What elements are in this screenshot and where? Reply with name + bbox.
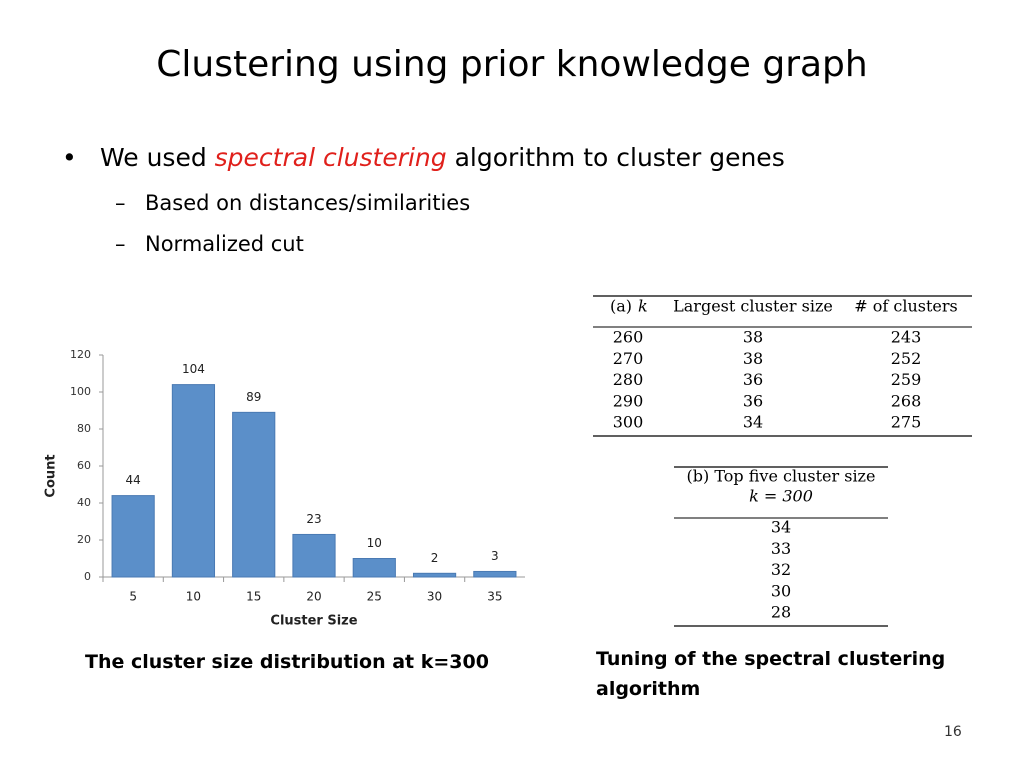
table-cell: 275 (891, 413, 922, 432)
chart-caption: The cluster size distribution at k=300 (85, 651, 489, 673)
x-tick-label: 25 (367, 590, 382, 604)
table-cell: 32 (771, 560, 791, 579)
sub-bullet: Based on distances/similarities (145, 191, 471, 215)
slide-title: Clustering using prior knowledge graph (156, 44, 868, 85)
table-cell: 268 (891, 391, 922, 410)
sub-bullet-dash: – (115, 232, 126, 256)
x-tick-label: 10 (186, 590, 201, 604)
table-header: (a) (610, 297, 632, 316)
table-cell: 259 (891, 370, 922, 389)
table-cell: 243 (891, 328, 922, 347)
y-axis-label: Count (44, 454, 59, 497)
y-tick-label: 60 (77, 459, 91, 472)
x-axis-label: Cluster Size (270, 614, 357, 629)
table-cell: 36 (743, 391, 763, 410)
table-cell: 260 (613, 328, 644, 347)
table-caption: Tuning of the spectral clustering algori… (596, 648, 946, 700)
table-header: # of clusters (854, 297, 957, 316)
table-cell: 38 (743, 328, 763, 347)
x-tick-label: 30 (427, 590, 442, 604)
table-cell: 38 (743, 349, 763, 368)
table-cell: 300 (613, 413, 644, 432)
value-label: 89 (246, 390, 261, 404)
sub-bullet: Normalized cut (145, 232, 304, 256)
table-header: k = 300 (749, 487, 813, 506)
bar (232, 411, 276, 578)
bullet-text: algorithm to cluster genes (446, 143, 785, 172)
value-label: 44 (126, 473, 141, 487)
x-tick-label: 20 (306, 590, 321, 604)
y-tick-label: 0 (84, 570, 91, 583)
value-label: 10 (367, 536, 382, 550)
y-tick-label: 120 (70, 348, 91, 361)
x-tick-label: 5 (129, 590, 137, 604)
bar (473, 570, 517, 578)
table-header: (b) Top five cluster size (687, 467, 876, 486)
bullet-emphasis: spectral clustering (214, 143, 447, 172)
value-label: 3 (491, 549, 499, 563)
bar (412, 572, 457, 578)
bar (111, 495, 155, 578)
y-tick-label: 40 (77, 496, 91, 509)
table-cell: 33 (771, 539, 791, 558)
table-cell: 36 (743, 370, 763, 389)
x-tick-label: 35 (487, 590, 502, 604)
table-cell: 34 (743, 413, 763, 432)
table-cell: 280 (613, 370, 644, 389)
page-number: 16 (944, 724, 962, 740)
table-cell: 34 (771, 518, 791, 537)
bullet-text: We used (100, 143, 215, 172)
bullet: We used spectral clustering algorithm to… (100, 143, 785, 172)
table-cell: 270 (613, 349, 644, 368)
table-header: Largest cluster size (673, 297, 833, 316)
value-label: 23 (306, 512, 321, 526)
bar (292, 533, 336, 578)
table-cell: 30 (771, 581, 791, 600)
y-tick-label: 100 (70, 385, 91, 398)
table-header: k (638, 297, 648, 316)
bar (171, 384, 216, 578)
sub-bullet-dash: – (115, 191, 126, 215)
y-tick-label: 20 (77, 533, 91, 546)
value-label: 104 (182, 362, 205, 376)
bar (352, 558, 396, 578)
value-label: 2 (431, 551, 439, 565)
table-cell: 28 (771, 603, 791, 622)
x-tick-label: 15 (246, 590, 261, 604)
y-tick-label: 80 (77, 422, 91, 435)
table-cell: 252 (891, 349, 922, 368)
table-cell: 290 (613, 391, 644, 410)
bullet-dot: • (62, 143, 77, 172)
